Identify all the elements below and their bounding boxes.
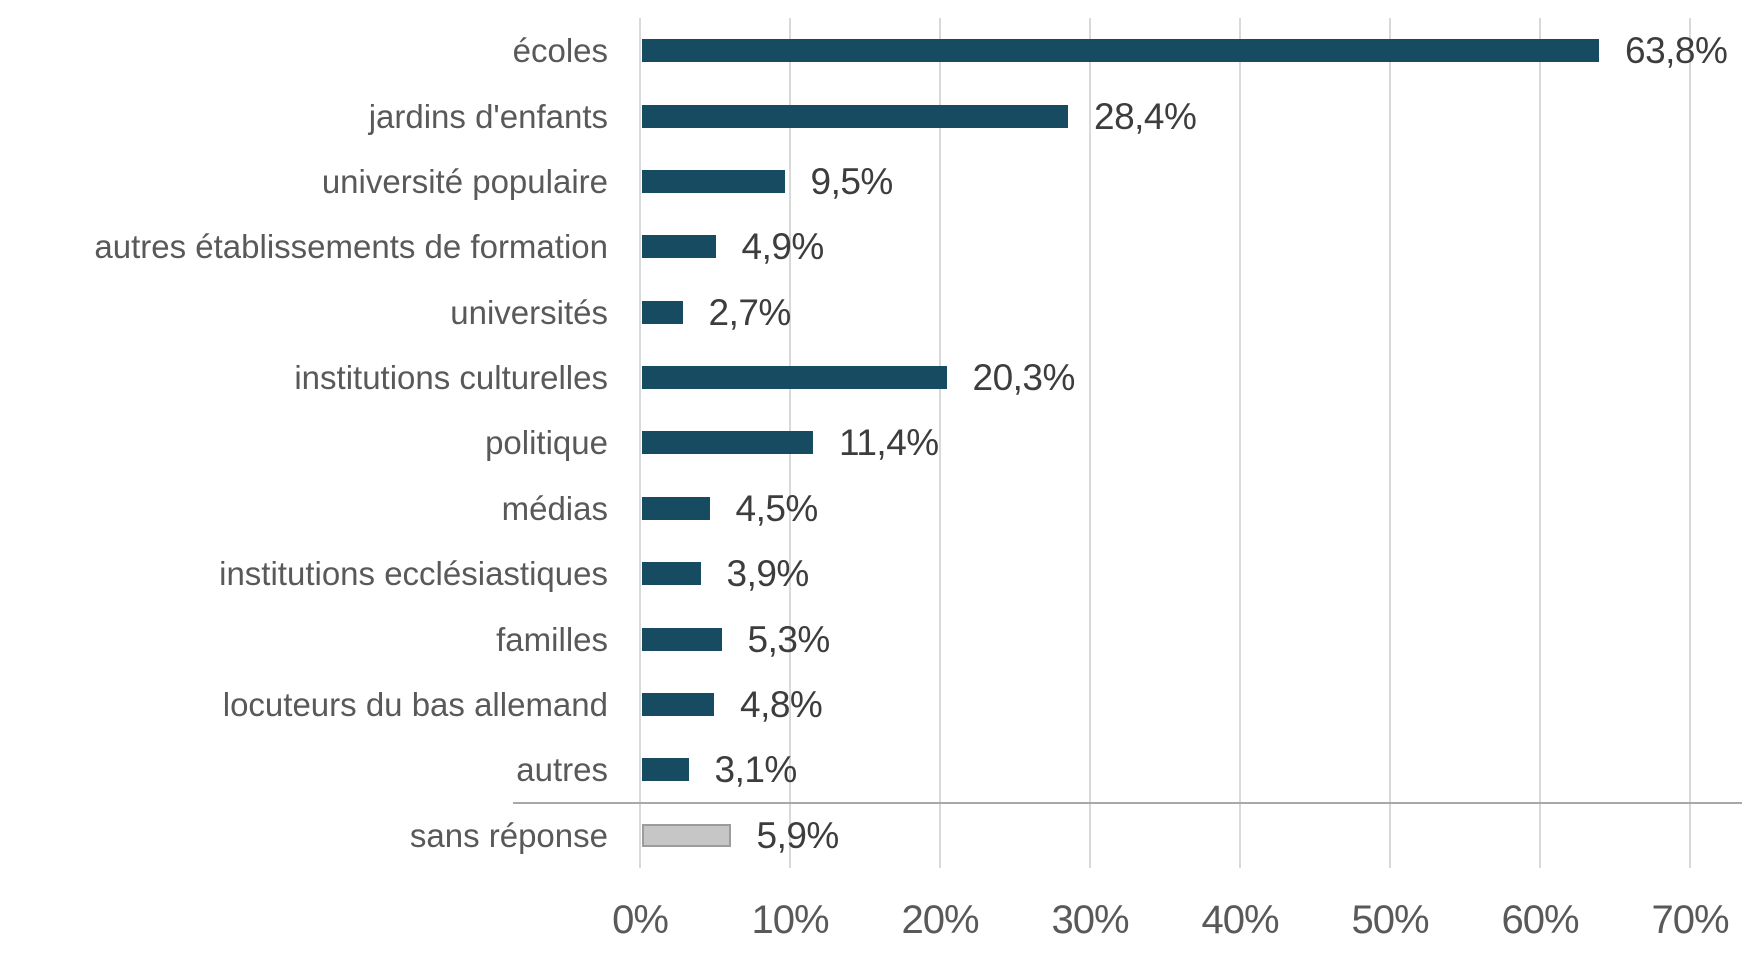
category-label: autres établissements de formation xyxy=(94,228,608,266)
x-axis-tick-label: 70% xyxy=(1651,898,1729,942)
chart-row: jardins d'enfants 28,4% xyxy=(0,83,1742,148)
bar xyxy=(642,823,731,847)
category-label: politique xyxy=(485,424,608,462)
gridline-30% xyxy=(1089,18,1091,868)
x-axis-tick-label: 20% xyxy=(901,898,979,942)
chart-row: sans réponse 5,9% xyxy=(0,803,1742,868)
gridline-60% xyxy=(1539,18,1541,868)
x-axis-tick-label: 40% xyxy=(1201,898,1279,942)
category-label: sans réponse xyxy=(409,816,608,854)
bar xyxy=(642,693,714,717)
category-label: universités xyxy=(450,293,608,331)
bar xyxy=(642,300,683,324)
gridline-0% xyxy=(639,18,641,868)
gridline-20% xyxy=(939,18,941,868)
value-label: 63,8% xyxy=(1625,30,1728,72)
category-label: locuteurs du bas allemand xyxy=(222,686,608,724)
bar xyxy=(642,39,1599,63)
category-label: écoles xyxy=(512,32,608,70)
value-label: 4,8% xyxy=(740,684,823,726)
value-label: 20,3% xyxy=(972,357,1076,399)
chart-row: autres 3,1% xyxy=(0,737,1742,802)
chart-row: écoles 63,8% xyxy=(0,18,1742,83)
bar xyxy=(642,627,722,651)
chart-row: familles 5,3% xyxy=(0,606,1742,671)
value-label: 28,4% xyxy=(1094,95,1197,137)
value-label: 9,5% xyxy=(810,160,894,202)
chart-row: institutions culturelles 20,3% xyxy=(0,345,1742,410)
value-label: 3,9% xyxy=(726,553,810,595)
x-axis-tick-label: 60% xyxy=(1501,898,1579,942)
separator-line xyxy=(513,802,1742,804)
bar xyxy=(642,758,689,782)
value-label: 5,3% xyxy=(747,618,831,660)
bar xyxy=(642,104,1068,128)
category-label: institutions culturelles xyxy=(294,359,608,397)
value-label: 4,9% xyxy=(741,226,825,268)
chart-row: politique 11,4% xyxy=(0,410,1742,475)
x-axis: 0% 10% 20% 30% 40% 50% 60% 70% xyxy=(0,898,1742,954)
category-label: autres xyxy=(516,751,608,789)
chart-row: autres établissements de formation 4,9% xyxy=(0,214,1742,279)
value-label: 11,4% xyxy=(839,422,939,464)
x-axis-tick-label: 30% xyxy=(1051,898,1129,942)
chart-row: université populaire 9,5% xyxy=(0,149,1742,214)
gridline-40% xyxy=(1239,18,1241,868)
chart-row: locuteurs du bas allemand 4,8% xyxy=(0,672,1742,737)
chart-row: médias 4,5% xyxy=(0,476,1742,541)
value-label: 3,1% xyxy=(714,749,798,791)
value-label: 5,9% xyxy=(756,814,840,856)
chart-row: universités 2,7% xyxy=(0,280,1742,345)
chart-row: institutions ecclésiastiques 3,9% xyxy=(0,541,1742,606)
x-axis-tick-label: 0% xyxy=(612,898,669,942)
bar xyxy=(642,431,813,455)
category-label: médias xyxy=(501,489,608,527)
category-label: familles xyxy=(496,620,608,658)
gridline-50% xyxy=(1389,18,1391,868)
bar xyxy=(642,169,785,193)
gridline-70% xyxy=(1689,18,1691,868)
x-axis-tick-label: 10% xyxy=(751,898,829,942)
bar xyxy=(642,235,716,259)
bar xyxy=(642,366,947,390)
value-label: 4,5% xyxy=(735,487,819,529)
bar xyxy=(642,562,701,586)
x-axis-tick-label: 50% xyxy=(1351,898,1429,942)
value-label: 2,7% xyxy=(708,291,792,333)
bar xyxy=(642,496,710,520)
category-label: institutions ecclésiastiques xyxy=(219,555,608,593)
category-label: jardins d'enfants xyxy=(368,97,608,135)
category-label: université populaire xyxy=(321,162,608,200)
